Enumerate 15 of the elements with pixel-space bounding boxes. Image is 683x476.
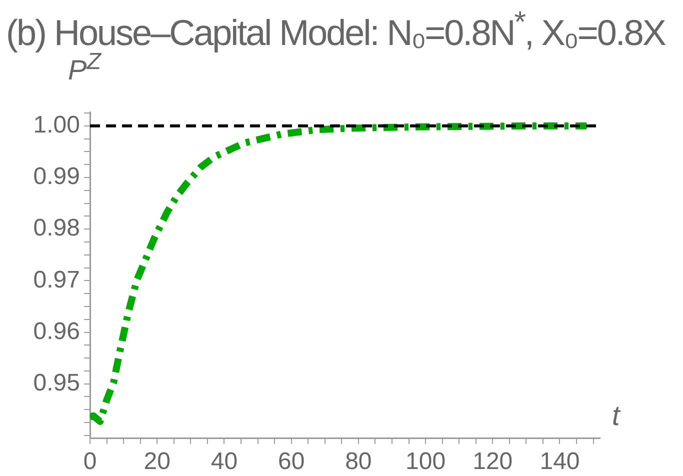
y-tick-label: 0.99 (33, 163, 80, 190)
x-tick-label: 100 (406, 448, 446, 476)
x-axis-title: t (612, 400, 620, 432)
y-tick-label: 1.00 (33, 112, 80, 139)
y-tick-label: 0.97 (33, 266, 80, 294)
y-tick-label: 0.98 (33, 214, 80, 242)
x-tick-label: 140 (540, 448, 580, 476)
x-tick-label: 0 (83, 448, 97, 476)
y-tick-label: 0.95 (33, 369, 80, 396)
x-tick-label: 40 (210, 448, 238, 476)
x-tick-label: 20 (144, 448, 170, 476)
x-tick-label: 80 (345, 448, 372, 476)
y-tick-label: 0.96 (33, 318, 80, 345)
x-tick-label: 120 (472, 448, 513, 476)
x-tick-label: 60 (278, 448, 305, 476)
